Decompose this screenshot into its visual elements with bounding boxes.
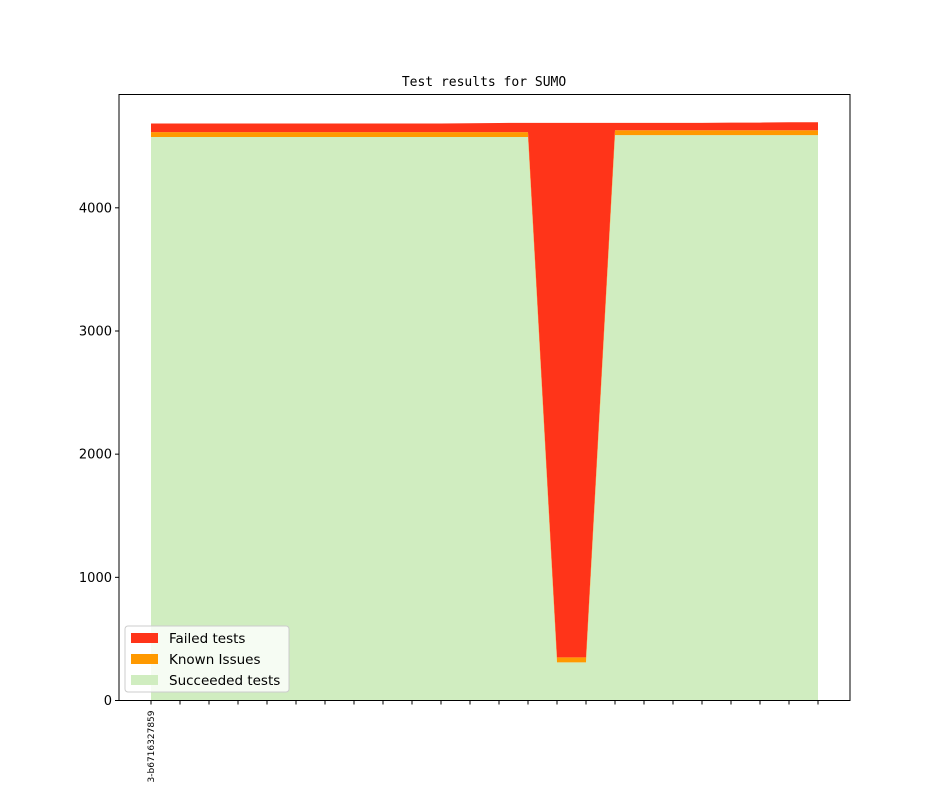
legend-swatch-succeeded-tests (131, 675, 158, 685)
legend-box (124, 625, 290, 693)
y-tick-label: 2000 (79, 448, 112, 463)
legend-swatch-failed-tests (131, 633, 158, 643)
legend-label-succeeded-tests: Succeeded tests (169, 673, 280, 689)
plot-frame (118, 94, 851, 701)
y-tick-label: 0 (104, 694, 112, 709)
y-tick-label: 4000 (79, 201, 112, 216)
legend: Failed tests Known Issues Succeeded tests (124, 625, 290, 693)
legend-swatch-known-issues (131, 654, 158, 664)
y-axis: 0 1000 2000 3000 4000 (79, 201, 119, 709)
legend-label-known-issues: Known Issues (169, 652, 261, 668)
x-axis: 3-b6716327859 (147, 700, 819, 782)
y-tick-label: 3000 (79, 324, 112, 339)
chart-title: Test results for SUMO (402, 75, 567, 90)
legend-label-failed-tests: Failed tests (169, 631, 245, 647)
area-succeeded-tests (151, 135, 818, 701)
x-tick-label: 3-b6716327859 (147, 710, 157, 782)
area-layers (151, 122, 818, 701)
y-tick-label: 1000 (79, 571, 112, 586)
